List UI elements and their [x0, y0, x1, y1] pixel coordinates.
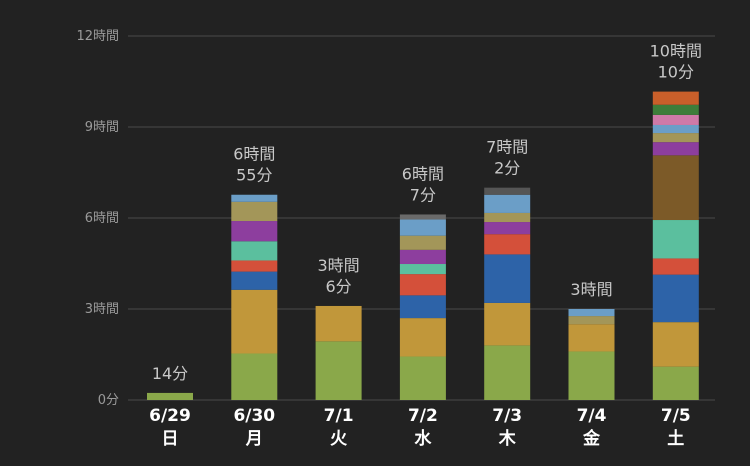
bar-segment	[399, 214, 446, 220]
total-label: 7分	[410, 185, 436, 204]
y-axis-tick-labels: 0分 3時間 6時間 9時間 12時間	[76, 29, 119, 408]
total-label: 3時間	[570, 280, 612, 299]
total-label: 6時間	[402, 164, 444, 183]
bar-segment	[231, 221, 278, 242]
bar-segment	[568, 324, 615, 352]
y-tick-label: 0分	[98, 393, 119, 408]
bar-segment	[231, 201, 278, 222]
x-tick-label-date: 6/29	[149, 406, 191, 426]
x-tick-label-date: 7/2	[408, 406, 438, 426]
bar-segment	[652, 142, 699, 156]
bar-segment	[399, 235, 446, 250]
bar-segment	[231, 260, 278, 272]
bar-segment	[568, 316, 615, 325]
y-tick-label: 6時間	[85, 211, 119, 226]
bar-segment	[231, 241, 278, 261]
total-label: 6分	[326, 277, 352, 296]
bar-segment	[399, 318, 446, 357]
x-tick-label-date: 7/1	[324, 406, 354, 426]
x-tick-label-weekday: 水	[414, 428, 432, 449]
y-tick-label: 3時間	[85, 302, 119, 317]
bar-segment	[399, 295, 446, 319]
bar-segment	[652, 274, 699, 323]
x-axis-tick-labels: 6/29 日 6/30 月 7/1 火 7/2水 7/3木 7/4金 7/5土	[149, 406, 691, 449]
x-tick-label-weekday: 月	[245, 429, 263, 449]
bar-segment	[652, 155, 699, 221]
x-tick-label-date: 7/5	[661, 406, 691, 426]
y-tick-label: 9時間	[85, 120, 119, 135]
bar-segment	[399, 249, 446, 265]
bar-segment	[484, 234, 531, 255]
bar-segment	[484, 222, 531, 235]
x-tick-label-weekday: 土	[667, 428, 684, 449]
x-tick-label-weekday: 日	[162, 429, 179, 449]
total-label: 10時間	[650, 42, 702, 61]
total-label: 6時間	[233, 145, 275, 164]
bar-segment	[231, 271, 278, 290]
bar-segment	[484, 345, 531, 400]
total-label: 55分	[236, 166, 272, 185]
total-label: 7時間	[486, 138, 528, 157]
y-tick-label: 12時間	[76, 29, 119, 44]
total-label: 2分	[494, 159, 520, 178]
bar-segment	[315, 341, 362, 400]
bar-segment	[484, 212, 531, 223]
bar-segment	[652, 133, 699, 143]
x-tick-label-date: 7/4	[577, 406, 607, 426]
bar-segment	[484, 187, 531, 195]
bar-segment	[652, 114, 699, 125]
bars	[147, 91, 699, 400]
bar-segment	[484, 254, 531, 303]
bar-stack	[315, 305, 362, 400]
bar-stack	[652, 91, 699, 400]
bar-segment	[231, 194, 278, 202]
total-label: 10分	[658, 63, 694, 82]
x-tick-label-weekday: 火	[330, 429, 348, 449]
bar-stack	[231, 194, 278, 400]
bar-segment	[652, 91, 699, 105]
total-label: 3時間	[318, 256, 360, 275]
bar-stack	[484, 187, 531, 400]
x-tick-label-date: 7/3	[492, 406, 522, 426]
bar-segment	[399, 264, 446, 275]
total-label: 14分	[152, 364, 188, 383]
bar-segment	[315, 305, 362, 342]
bar-segment	[652, 366, 699, 400]
bar-stack	[147, 392, 193, 400]
bar-segment	[484, 302, 531, 346]
bar-segment	[568, 309, 615, 317]
bar-segment	[484, 194, 531, 213]
bar-segment	[568, 351, 615, 400]
bar-segment	[652, 104, 699, 115]
bar-segment	[147, 392, 193, 400]
bar-segment	[399, 274, 446, 296]
bar-segment	[231, 289, 278, 354]
x-tick-label-date: 6/30	[233, 406, 275, 426]
bar-stack	[568, 309, 615, 400]
bar-segment	[231, 353, 278, 400]
total-labels: 14分 6時間 55分 3時間 6分 6時間 7分 7時間 2分 3時間 10時間 10分	[152, 42, 702, 383]
bar-stack	[399, 214, 446, 400]
x-tick-label-weekday: 金	[582, 428, 601, 449]
x-tick-label-weekday: 木	[498, 428, 517, 449]
bar-segment	[652, 322, 699, 367]
bar-segment	[652, 258, 699, 275]
bar-segment	[399, 356, 446, 400]
bar-segment	[399, 219, 446, 236]
bar-segment	[652, 220, 699, 259]
bar-segment	[652, 124, 699, 134]
